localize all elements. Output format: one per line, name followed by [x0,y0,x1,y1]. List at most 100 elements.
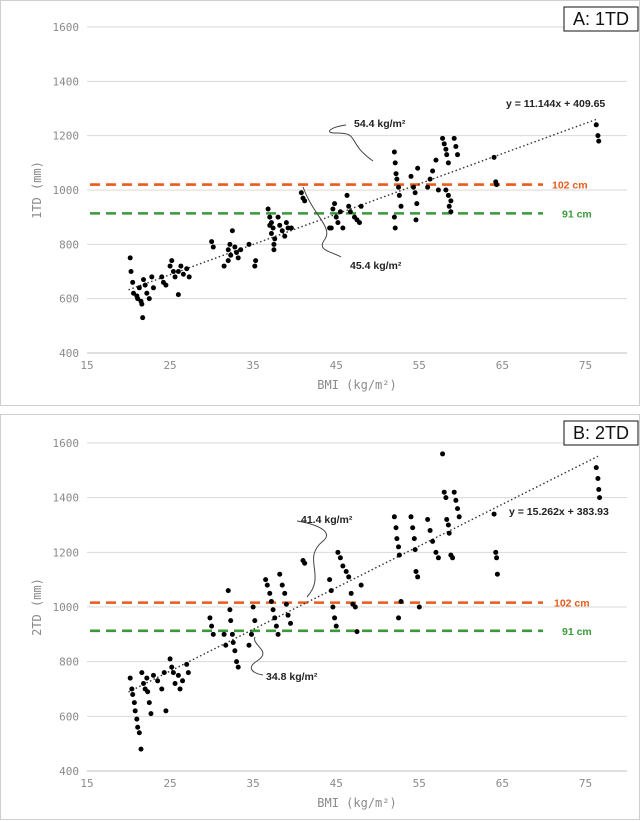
x-tick-label: 75 [579,777,592,790]
data-point [391,214,397,220]
data-point [425,184,431,190]
x-tick-label: 15 [80,777,93,790]
data-point [356,220,362,226]
data-point [135,296,141,302]
trendline [128,118,599,291]
data-point [227,607,233,613]
data-point [139,301,145,307]
data-point [343,568,349,574]
reference-line-label: 102 cm [552,180,588,192]
data-point [348,590,354,596]
data-point [446,530,452,536]
data-point [444,517,450,523]
data-point [228,252,234,258]
y-tick-label: 600 [59,710,79,723]
y-tick-label: 1200 [53,546,80,559]
data-point [144,290,150,296]
data-point [184,266,190,272]
data-point [277,571,283,577]
data-point [302,560,308,566]
y-tick-label: 800 [59,656,79,669]
data-point [330,604,336,610]
data-point [234,249,240,255]
data-point [172,681,178,687]
y-tick-label: 400 [59,765,79,778]
x-tick-label: 15 [80,359,93,372]
panel-label: A: 1TD [573,9,629,29]
x-tick-label: 25 [163,777,176,790]
panel-label-box [563,420,639,446]
data-point [228,618,234,624]
data-point [443,146,449,152]
data-point [186,274,192,280]
data-point [433,549,439,555]
data-point [159,274,165,280]
data-point [393,525,399,531]
data-point [456,514,462,520]
data-point [150,672,156,678]
data-point [279,582,285,588]
data-point [346,574,352,580]
data-point [271,241,277,247]
data-point [410,184,416,190]
data-point [273,623,279,629]
data-point [210,631,216,637]
data-point [235,664,241,670]
data-point [328,588,334,594]
data-point [453,497,459,503]
data-point [270,607,276,613]
panel-label-box [563,6,639,32]
data-point [433,157,439,163]
x-axis-title: BMI (kg/m²) [317,378,396,392]
data-point [232,244,238,250]
data-point [279,228,285,234]
data-point [250,604,256,610]
data-point [347,209,353,215]
data-point [446,203,452,209]
data-point [155,678,161,684]
data-point [455,152,461,158]
x-tick-label: 45 [330,359,343,372]
y-tick-label: 1600 [53,437,80,450]
data-point [210,244,216,250]
data-point [430,168,436,174]
data-point [175,672,181,678]
data-point [408,173,414,179]
y-tick-label: 400 [59,347,79,360]
data-point [344,192,350,198]
data-point [268,230,274,236]
data-point [443,187,449,193]
data-point [225,588,231,594]
data-point [282,590,288,596]
y-axis-title: 2TD (mm) [30,578,44,636]
data-point [170,670,176,676]
data-point [172,274,178,280]
data-point [430,538,436,544]
data-point [396,544,402,550]
y-tick-label: 1400 [53,492,80,505]
data-point [232,648,238,654]
data-point [435,555,441,561]
data-point [175,269,181,274]
data-point [127,675,133,681]
data-point [444,152,450,158]
data-point [330,206,336,212]
data-point [135,724,141,730]
data-point [354,629,360,635]
data-point [440,135,446,141]
data-point [335,220,341,226]
reference-line-label: 91 cm [562,208,592,220]
data-point [335,549,341,555]
data-point [207,615,213,621]
data-point [277,222,283,228]
data-point [450,555,456,561]
data-point [130,279,136,285]
y-tick-label: 1000 [53,184,80,197]
data-point [391,149,397,155]
data-point [275,214,281,220]
x-tick-label: 25 [163,359,176,372]
data-point [221,263,227,269]
data-point [396,192,402,198]
data-point [230,640,236,646]
data-point [491,511,497,517]
